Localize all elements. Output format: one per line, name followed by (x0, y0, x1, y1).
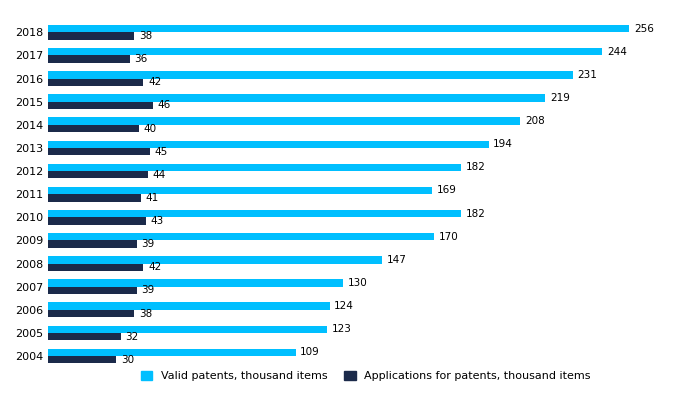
Bar (48, 55, 130, 63)
Text: 124: 124 (334, 301, 354, 311)
Bar (48, 164, 461, 171)
Text: 147: 147 (387, 255, 406, 265)
Bar (48, 210, 461, 217)
Bar (48, 356, 116, 363)
Text: 169: 169 (436, 186, 456, 195)
Bar (48, 233, 434, 240)
Bar (48, 171, 148, 178)
Text: 194: 194 (493, 139, 513, 149)
Bar (48, 94, 545, 102)
Bar (48, 118, 521, 125)
Text: 130: 130 (348, 278, 368, 288)
Text: 42: 42 (148, 262, 161, 272)
Text: 36: 36 (134, 54, 147, 64)
Bar (48, 187, 432, 194)
Bar (48, 279, 343, 287)
Text: 43: 43 (150, 216, 164, 226)
Bar (48, 240, 137, 248)
Text: 32: 32 (125, 332, 138, 341)
Text: 182: 182 (466, 163, 486, 172)
Bar (48, 302, 330, 310)
Bar (48, 141, 489, 148)
Text: 45: 45 (155, 147, 168, 157)
Legend: Valid patents, thousand items, Applications for patents, thousand items: Valid patents, thousand items, Applicati… (137, 367, 596, 386)
Text: 30: 30 (121, 355, 134, 365)
Bar (48, 125, 139, 132)
Bar (48, 71, 572, 79)
Bar (48, 256, 382, 264)
Bar (48, 32, 134, 40)
Text: 208: 208 (525, 116, 545, 126)
Text: 46: 46 (157, 100, 171, 110)
Text: 182: 182 (466, 209, 486, 219)
Bar (48, 287, 137, 294)
Text: 40: 40 (143, 123, 157, 134)
Text: 41: 41 (146, 193, 159, 203)
Text: 38: 38 (139, 309, 152, 318)
Bar (48, 326, 327, 333)
Text: 38: 38 (139, 31, 152, 41)
Bar (48, 79, 143, 86)
Text: 123: 123 (332, 324, 352, 334)
Text: 244: 244 (607, 47, 627, 57)
Bar (48, 148, 150, 155)
Text: 39: 39 (141, 285, 154, 295)
Bar (48, 102, 152, 109)
Bar (48, 25, 630, 32)
Text: 219: 219 (550, 93, 570, 103)
Bar (48, 48, 603, 55)
Text: 231: 231 (577, 70, 597, 80)
Bar (48, 264, 143, 271)
Text: 42: 42 (148, 77, 161, 87)
Text: 170: 170 (439, 232, 459, 242)
Text: 256: 256 (634, 24, 654, 34)
Bar (48, 217, 146, 225)
Bar (48, 310, 134, 317)
Text: 44: 44 (152, 170, 166, 180)
Bar (48, 333, 121, 340)
Bar (48, 349, 296, 356)
Bar (48, 194, 141, 202)
Text: 39: 39 (141, 239, 154, 249)
Text: 109: 109 (300, 347, 320, 357)
